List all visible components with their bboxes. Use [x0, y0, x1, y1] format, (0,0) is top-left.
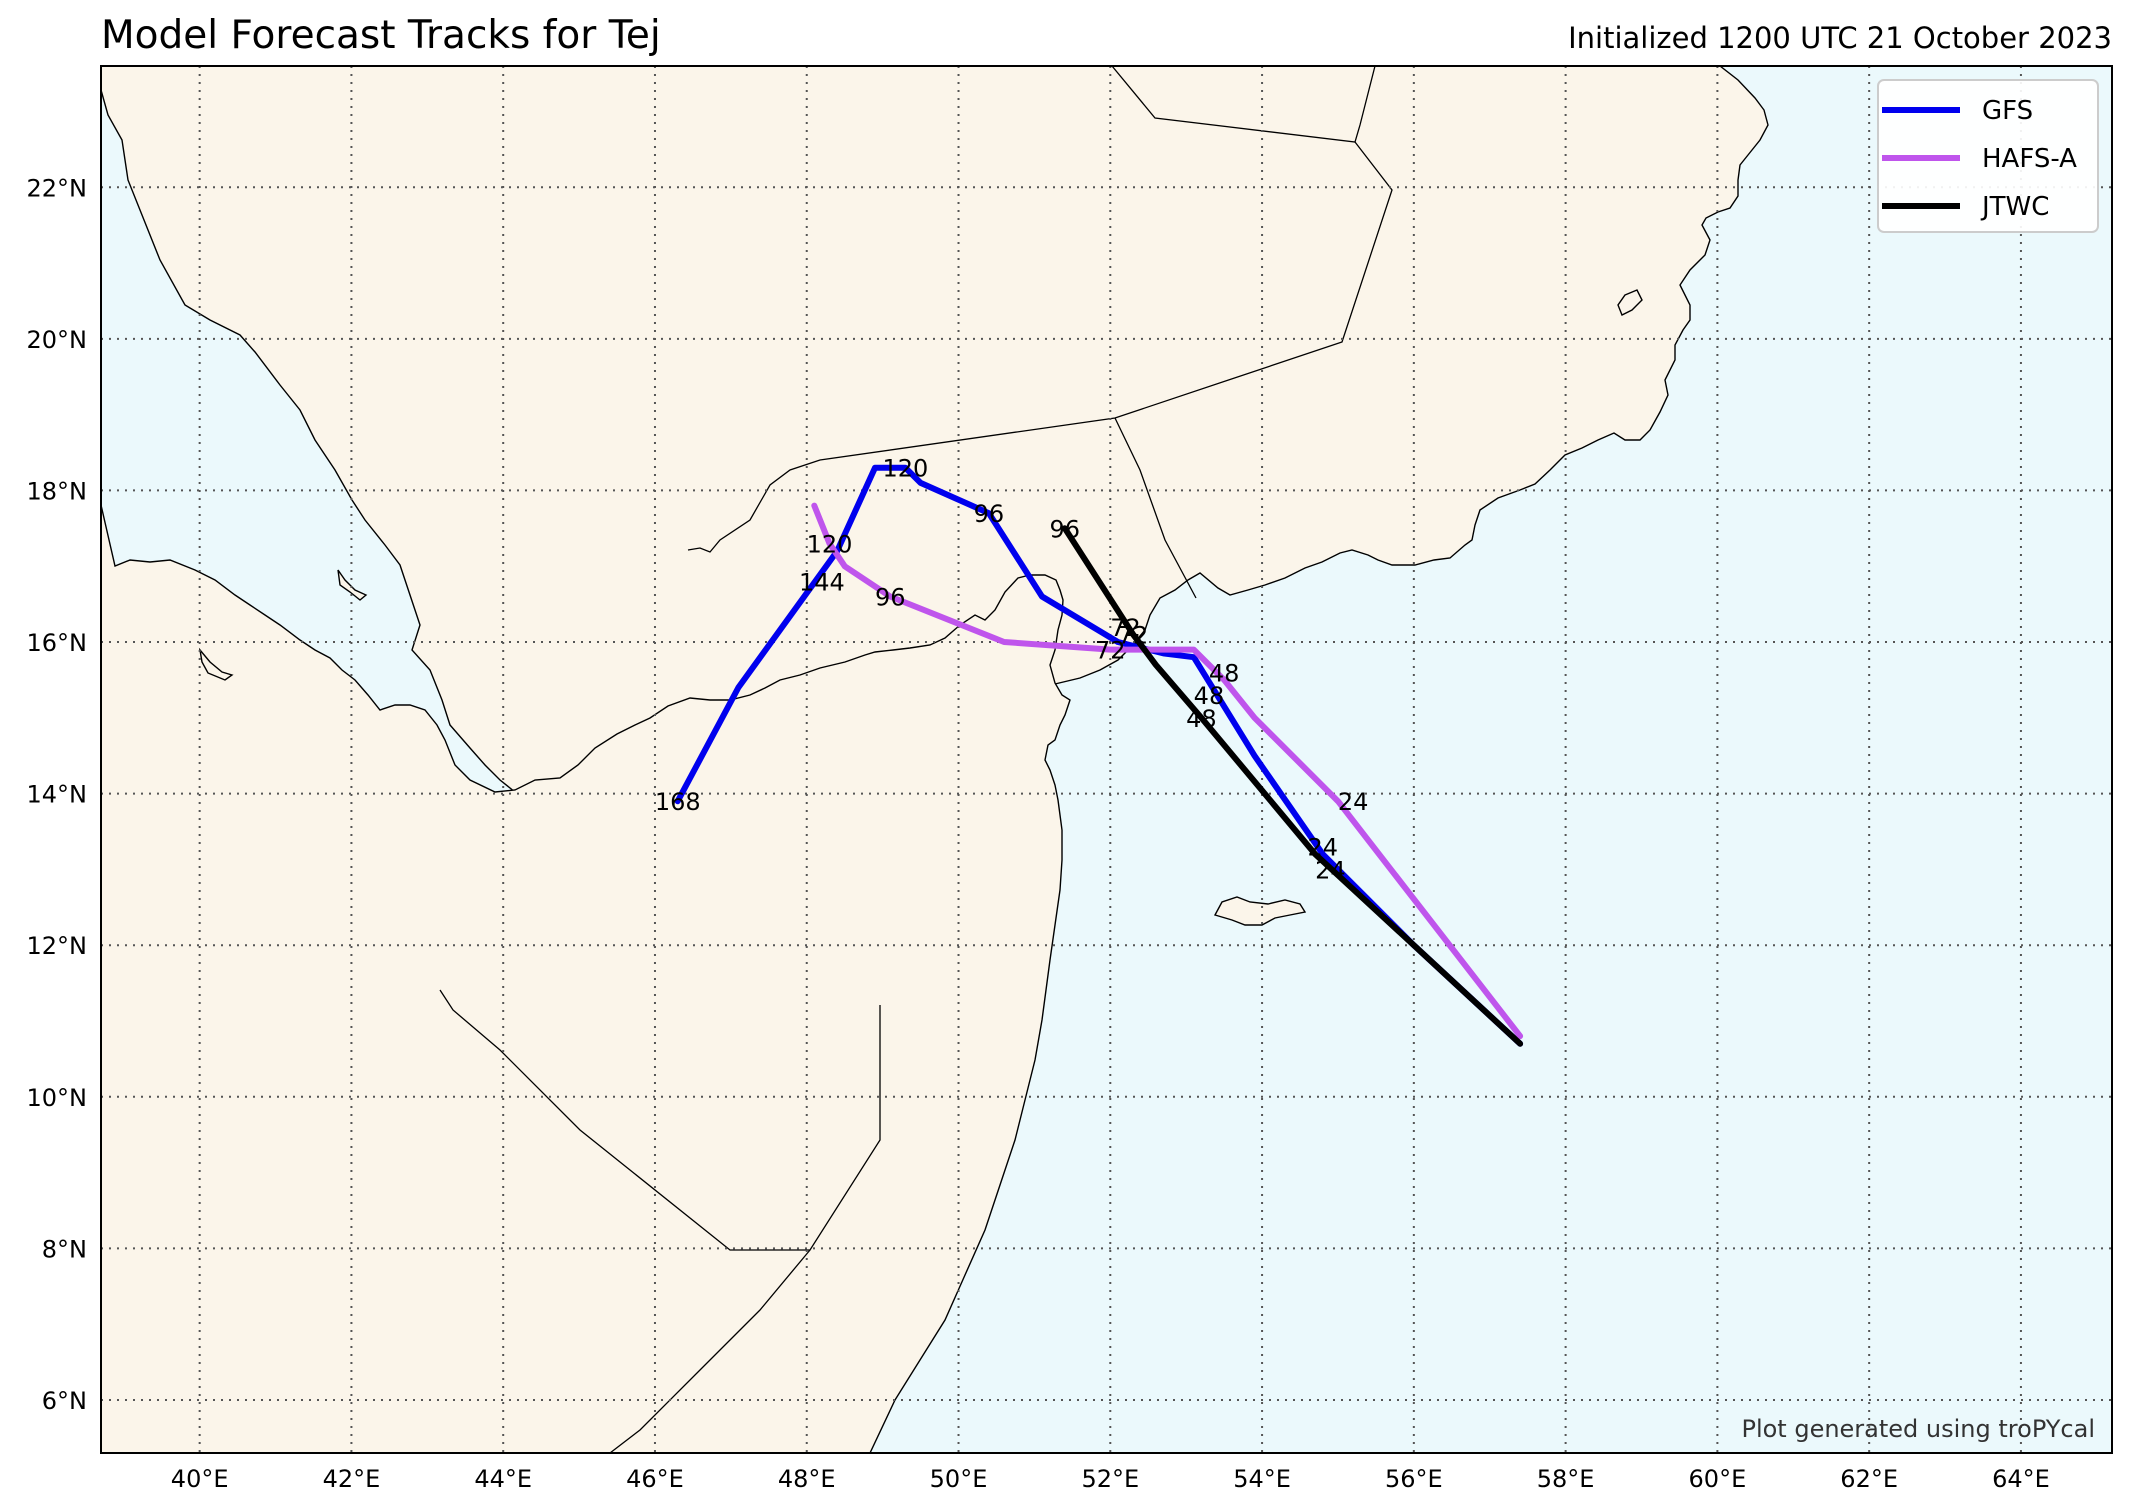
track-gfs: [674, 464, 1524, 1047]
land-island: [337, 569, 368, 601]
forecast-hour-label: 72: [1118, 621, 1149, 649]
lon-tick-label: 58°E: [1537, 1465, 1595, 1493]
lon-tick-label: 52°E: [1081, 1465, 1139, 1493]
country-borders: [439, 66, 1393, 1453]
lat-tick-label: 18°N: [27, 477, 88, 505]
lon-tick-label: 56°E: [1385, 1465, 1443, 1493]
lat-tick-label: 20°N: [27, 326, 88, 354]
lon-tick-label: 64°E: [1992, 1465, 2050, 1493]
plot-area: 24 48 72 96 120 168 24 48 72 96 120 144 24 48 72 96: [101, 66, 2112, 1453]
forecast-hour-label: 48: [1209, 659, 1240, 687]
plot-frame: [100, 65, 2113, 1454]
init-time: Initialized 1200 UTC 21 October 2023: [1568, 21, 2112, 55]
lon-tick-label: 42°E: [323, 1465, 381, 1493]
lon-tick-label: 46°E: [626, 1465, 684, 1493]
land-island: [198, 647, 234, 681]
credit-text: Plot generated using troPYcal: [1741, 1415, 2095, 1443]
forecast-hour-label: 48: [1186, 705, 1217, 733]
lon-tick-label: 44°E: [474, 1465, 532, 1493]
lat-tick-label: 12°N: [27, 932, 88, 960]
legend-label: JTWC: [1980, 192, 2049, 222]
legend: GFS HAFS-A JTWC: [1877, 79, 2099, 233]
forecast-hour-label: 96: [1049, 515, 1080, 543]
forecast-hour-label: 120: [807, 530, 853, 558]
forecast-hour-label: 72: [1110, 614, 1141, 642]
legend-box: [1877, 79, 2099, 233]
forecast-hour-label: 120: [882, 455, 928, 483]
forecast-hour-label: 48: [1194, 682, 1225, 710]
legend-label: GFS: [1982, 96, 2033, 126]
legend-label: HAFS-A: [1982, 144, 2077, 174]
lat-tick-label: 8°N: [42, 1235, 87, 1263]
track-hafs-a: [811, 502, 1524, 1040]
forecast-hour-label: 96: [875, 584, 906, 612]
forecast-tracks: 24 48 72 96 120 168 24 48 72 96 120 144 24 48 72 96: [655, 455, 1524, 1047]
forecast-hour-label: 144: [799, 568, 845, 596]
lon-tick-label: 40°E: [171, 1465, 229, 1493]
land-socotra: [1213, 896, 1307, 926]
forecast-hour-label: 24: [1315, 856, 1346, 884]
lon-tick-label: 54°E: [1233, 1465, 1291, 1493]
lon-tick-label: 60°E: [1689, 1465, 1747, 1493]
forecast-hour-label: 24: [1308, 834, 1339, 862]
lon-tick-label: 62°E: [1840, 1465, 1898, 1493]
lon-tick-label: 50°E: [930, 1465, 988, 1493]
lat-tick-label: 6°N: [42, 1387, 87, 1415]
land-horn-of-africa: [101, 504, 1071, 1453]
lat-tick-label: 10°N: [27, 1084, 88, 1112]
forecast-hour-label: 24: [1338, 788, 1369, 816]
land-island: [1617, 289, 1643, 316]
forecast-hour-label: 72: [1095, 637, 1126, 665]
axis-ticks: 40°E 42°E 44°E 46°E 48°E 50°E 52°E 54°E 56°E 58°E…: [27, 174, 2050, 1493]
map-title: Model Forecast Tracks for Tej: [101, 13, 661, 58]
forecast-hour-label: 96: [974, 500, 1005, 528]
lat-tick-label: 14°N: [27, 781, 88, 809]
track-jtwc: [1061, 525, 1524, 1047]
land-arabian-peninsula: [101, 66, 1769, 899]
lon-tick-label: 48°E: [778, 1465, 836, 1493]
forecast-hour-label: 168: [655, 788, 701, 816]
lat-tick-label: 22°N: [27, 174, 88, 202]
lat-tick-label: 16°N: [27, 629, 88, 657]
